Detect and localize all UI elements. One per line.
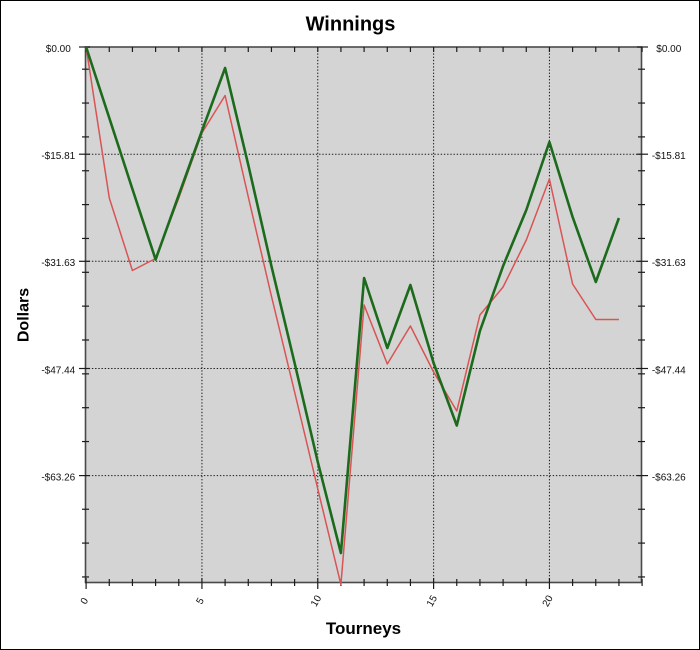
svg-text:-$47.44: -$47.44 — [41, 365, 75, 376]
svg-text:-$63.26: -$63.26 — [652, 472, 686, 483]
svg-text:20: 20 — [541, 593, 556, 609]
svg-text:15: 15 — [425, 593, 440, 609]
svg-text:10: 10 — [309, 593, 324, 609]
svg-text:-$47.44: -$47.44 — [652, 365, 686, 376]
svg-text:Dollars: Dollars — [16, 288, 33, 342]
svg-text:-$15.81: -$15.81 — [652, 151, 686, 162]
svg-text:Tourneys: Tourneys — [326, 619, 401, 638]
svg-text:5: 5 — [195, 596, 208, 607]
svg-text:$0.00: $0.00 — [656, 44, 681, 55]
svg-text:0: 0 — [79, 596, 92, 607]
svg-text:-$31.63: -$31.63 — [652, 258, 686, 269]
svg-text:$0.00: $0.00 — [46, 44, 71, 55]
svg-text:-$15.81: -$15.81 — [41, 151, 75, 162]
svg-text:-$31.63: -$31.63 — [41, 258, 75, 269]
svg-text:-$63.26: -$63.26 — [41, 472, 75, 483]
svg-text:Winnings: Winnings — [306, 14, 396, 36]
